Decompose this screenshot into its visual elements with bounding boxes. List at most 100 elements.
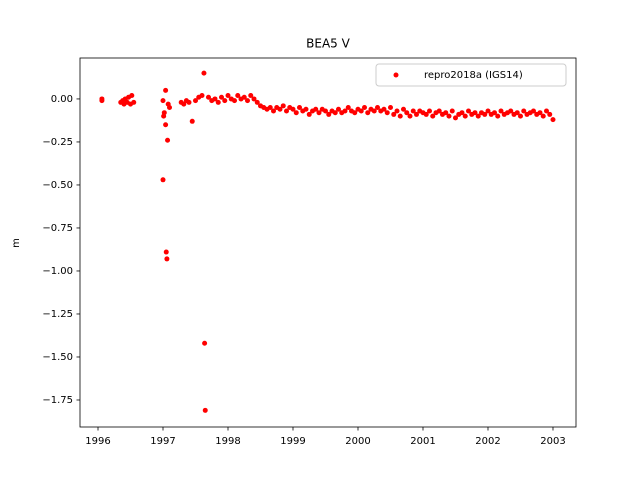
data-point	[277, 106, 283, 112]
data-point	[283, 108, 289, 114]
data-point	[394, 108, 400, 114]
legend-label: repro2018a (IGS14)	[424, 70, 523, 81]
data-point	[335, 106, 341, 112]
data-point	[219, 94, 225, 100]
data-point	[543, 108, 549, 114]
data-point	[459, 110, 465, 116]
data-point	[248, 93, 254, 99]
data-point	[163, 122, 169, 128]
data-point	[270, 108, 276, 114]
data-point	[400, 106, 406, 112]
data-point	[550, 117, 556, 123]
y-tick-label: −0.50	[42, 180, 73, 191]
data-point	[352, 110, 358, 116]
data-point	[485, 108, 491, 114]
data-point	[131, 99, 137, 105]
data-point	[322, 108, 328, 114]
y-axis-label: m	[11, 238, 22, 248]
data-point	[313, 106, 319, 112]
data-point	[267, 105, 273, 111]
data-point	[222, 98, 228, 104]
data-point	[381, 106, 387, 112]
x-tick-label: 2000	[345, 436, 370, 447]
data-point	[193, 98, 199, 104]
data-point	[201, 70, 207, 76]
data-point	[404, 110, 410, 116]
data-point	[387, 105, 393, 111]
chart-title: BEA5 V	[306, 37, 350, 51]
data-point	[517, 113, 523, 119]
x-tick-label: 2003	[540, 436, 565, 447]
data-point	[163, 249, 169, 255]
y-tick-label: −0.25	[42, 137, 73, 148]
data-point	[482, 111, 488, 117]
data-point	[413, 111, 419, 117]
data-point	[491, 110, 497, 116]
data-point	[316, 110, 322, 116]
data-point	[345, 105, 351, 111]
data-point	[430, 113, 436, 119]
data-point	[397, 113, 403, 119]
y-tick-label: −1.00	[42, 266, 73, 277]
data-point	[163, 87, 169, 93]
data-point	[189, 118, 195, 124]
data-point	[160, 98, 166, 104]
data-point	[199, 93, 205, 99]
data-point	[99, 98, 105, 104]
x-tick-label: 1998	[215, 436, 240, 447]
data-point	[436, 108, 442, 114]
data-point	[186, 99, 192, 105]
data-point	[254, 99, 260, 105]
data-point	[446, 113, 452, 119]
data-point	[161, 110, 167, 116]
data-point	[165, 137, 171, 143]
data-point	[547, 111, 553, 117]
data-point	[212, 96, 218, 102]
data-point	[244, 98, 250, 104]
data-point	[540, 113, 546, 119]
data-point	[465, 108, 471, 114]
y-tick-label: −1.50	[42, 352, 73, 363]
data-point	[426, 108, 432, 114]
data-point	[530, 108, 536, 114]
data-point	[495, 113, 501, 119]
data-point	[290, 106, 296, 112]
data-point	[521, 108, 527, 114]
x-tick-label: 2001	[410, 436, 435, 447]
data-point	[449, 108, 455, 114]
data-point	[235, 93, 241, 99]
data-point	[475, 113, 481, 119]
data-point	[251, 96, 257, 102]
legend-box	[375, 63, 567, 87]
data-point	[358, 108, 364, 114]
x-tick-label: 2002	[475, 436, 500, 447]
data-point	[371, 108, 377, 114]
data-point	[342, 108, 348, 114]
data-point	[391, 111, 397, 117]
data-point	[537, 110, 543, 116]
data-point	[293, 110, 299, 116]
data-point	[167, 105, 173, 111]
x-tick-label: 1997	[150, 436, 175, 447]
data-point	[472, 110, 478, 116]
data-point	[202, 407, 208, 413]
y-tick-label: −1.75	[42, 395, 73, 406]
data-point	[407, 113, 413, 119]
data-point	[129, 93, 135, 99]
data-point	[225, 93, 231, 99]
data-point	[306, 111, 312, 117]
data-point	[452, 115, 458, 121]
data-point	[206, 94, 212, 100]
data-point	[296, 105, 302, 111]
data-point	[215, 99, 221, 105]
data-point	[423, 111, 429, 117]
legend-marker	[393, 72, 399, 78]
data-point	[514, 110, 520, 116]
data-point	[202, 340, 208, 346]
data-point	[508, 108, 514, 114]
data-point	[326, 111, 332, 117]
data-point	[365, 110, 371, 116]
data-point	[164, 256, 170, 262]
y-tick-label: 0.00	[51, 94, 73, 105]
data-point	[462, 113, 468, 119]
